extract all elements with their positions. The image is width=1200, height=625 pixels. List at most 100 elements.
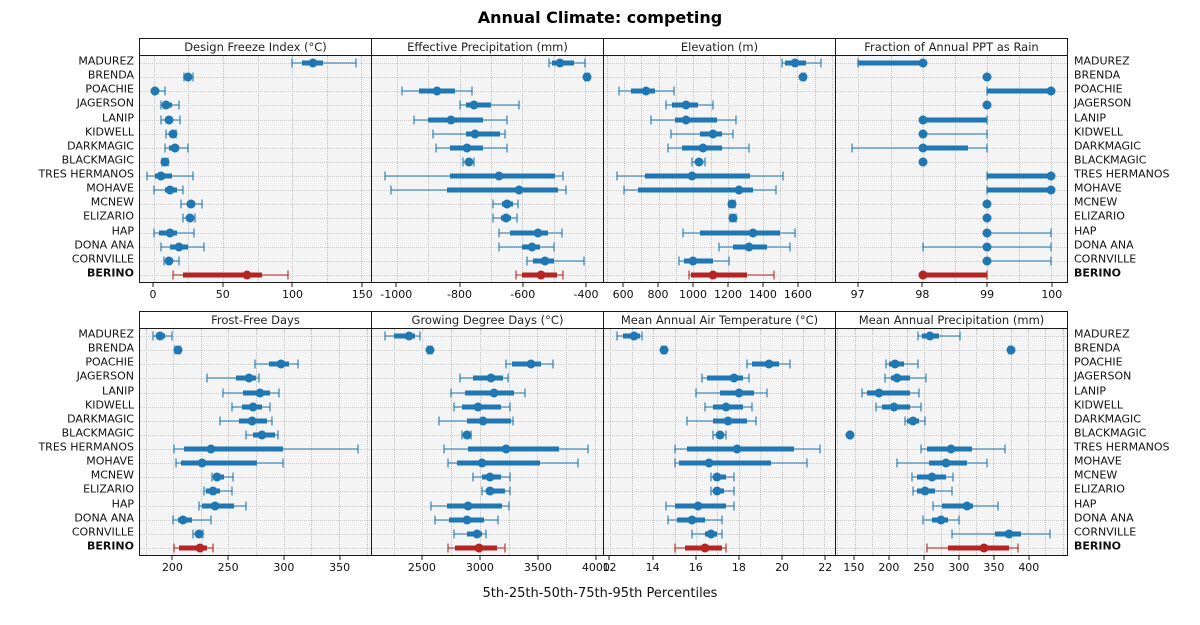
tick-label: 400 <box>1018 561 1040 574</box>
median-dot <box>210 501 220 511</box>
median-dot <box>734 185 744 195</box>
site-label-brenda: BRENDA <box>87 341 134 355</box>
whisker-cap <box>747 143 750 153</box>
whisker-cap <box>505 115 508 125</box>
median-dot <box>555 58 565 68</box>
whisker-cap <box>291 58 294 68</box>
row-guide <box>836 218 1067 220</box>
row-guide <box>372 350 603 352</box>
whisker-cap <box>985 143 988 153</box>
whisker-cap <box>919 402 922 412</box>
site-label-kidwell: KIDWELL <box>1074 125 1124 139</box>
gridline <box>451 329 453 555</box>
tick-mark <box>853 556 855 560</box>
whisker-cap <box>230 402 233 412</box>
whisker-cap <box>673 444 676 454</box>
median-dot <box>164 256 174 266</box>
tick-label: -800 <box>447 288 472 301</box>
whisker-cap <box>432 129 435 139</box>
row-guide <box>372 274 603 276</box>
row-guide <box>140 176 371 178</box>
gridline <box>727 56 729 282</box>
whisker-cap <box>245 430 248 440</box>
tick-mark <box>171 556 173 560</box>
median-dot <box>704 458 714 468</box>
tick-label: 250 <box>217 561 239 574</box>
tick-mark <box>692 283 694 287</box>
row-guide <box>140 133 371 135</box>
gridline <box>631 329 633 555</box>
gridline <box>1062 329 1064 555</box>
x-axis-design-freeze-index-c-: 0 50 100 150 <box>139 283 373 307</box>
row-guide <box>372 91 603 93</box>
site-label-brenda: BRENDA <box>87 68 134 82</box>
tick-label: 97 <box>850 288 865 301</box>
row-guide <box>140 63 371 65</box>
median-dot <box>178 515 188 525</box>
whisker-cap <box>497 515 500 525</box>
site-label-hap: HAP <box>111 224 134 238</box>
whisker-cap <box>874 402 877 412</box>
gridline <box>941 329 943 555</box>
median-dot <box>918 58 928 68</box>
whisker-cap <box>194 213 197 223</box>
site-label-jagerson: JAGERSON <box>1074 96 1132 110</box>
site-labels-right: MADUREZ BRENDA POACHIE JAGERSON LANIP KIDWELL… <box>1068 38 1200 307</box>
site-label-elizario: ELIZARIO <box>83 482 134 496</box>
whisker-cap <box>472 472 475 482</box>
panel-plot-effective-precipitation-mm- <box>371 56 604 283</box>
whisker-cap <box>197 501 200 511</box>
site-label-blackmagic: BLACKMAGIC <box>1074 426 1147 440</box>
tick-mark <box>585 283 587 287</box>
median-dot <box>514 185 524 195</box>
median-dot <box>212 472 222 482</box>
panel-header-effective-precipitation-mm-: Effective Precipitation (mm) <box>371 38 604 56</box>
site-label-madurez: MADUREZ <box>78 327 134 341</box>
row-guide <box>836 406 1067 408</box>
median-dot <box>536 270 546 280</box>
whisker-cap <box>997 501 1000 511</box>
whisker-cap <box>453 529 456 539</box>
row-guide <box>140 547 371 549</box>
whisker-cap <box>911 486 914 496</box>
median-dot <box>473 402 483 412</box>
whisker-cap <box>577 458 580 468</box>
whisker-cap <box>497 228 500 238</box>
row-guide <box>836 364 1067 366</box>
panel-design-freeze-index-c-: Design Freeze Index (°C) 0 50 100 150 <box>139 38 373 307</box>
whisker-cap <box>582 256 585 266</box>
row-guide <box>372 63 603 65</box>
whisker-cap <box>491 213 494 223</box>
median-dot <box>874 388 884 398</box>
row-guide <box>140 519 371 521</box>
median-dot <box>155 331 165 341</box>
whisker-cap <box>515 270 518 280</box>
whisker-cap <box>443 444 446 454</box>
gridline <box>145 329 147 555</box>
whisker-cap <box>617 86 620 96</box>
gridline <box>200 329 202 555</box>
whisker-cap <box>694 388 697 398</box>
whisker-cap <box>485 529 488 539</box>
median-dot <box>688 256 698 266</box>
median-dot <box>734 388 744 398</box>
whisker-cap <box>622 185 625 195</box>
tick-mark <box>283 556 285 560</box>
iqr-box <box>180 460 258 466</box>
row-guide <box>140 260 371 262</box>
median-dot <box>474 543 484 553</box>
row-guide <box>604 63 835 65</box>
site-label-madurez: MADUREZ <box>78 54 134 68</box>
iqr-box <box>675 117 717 123</box>
whisker-cap <box>191 171 194 181</box>
gridline <box>479 329 481 555</box>
whisker-cap <box>473 157 476 167</box>
median-dot <box>165 185 175 195</box>
site-label-lanip: LANIP <box>101 111 134 125</box>
median-dot <box>982 256 992 266</box>
median-dot <box>681 100 691 110</box>
row-guide <box>836 176 1067 178</box>
whisker-cap <box>159 242 162 252</box>
median-dot <box>936 515 946 525</box>
row-guide <box>140 77 371 79</box>
